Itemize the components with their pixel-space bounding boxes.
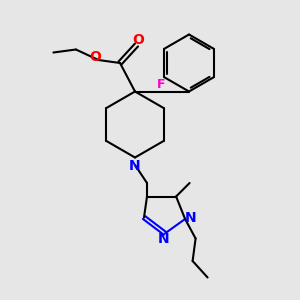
Text: N: N (185, 211, 196, 224)
Text: N: N (158, 232, 169, 246)
Text: O: O (89, 50, 101, 64)
Text: O: O (132, 34, 144, 47)
Text: N: N (129, 159, 141, 173)
Text: F: F (157, 78, 166, 91)
